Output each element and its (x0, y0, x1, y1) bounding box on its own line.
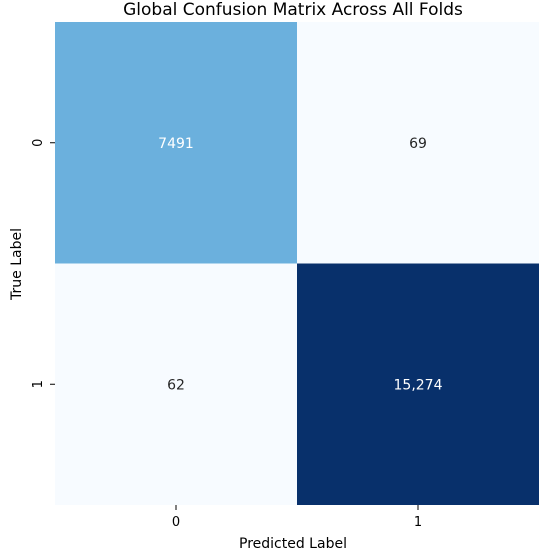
x-tick-label-0: 0 (172, 515, 180, 530)
axes: 0 1 0 1 (31, 139, 422, 530)
cell-value-label-0-1: 69 (409, 136, 427, 152)
cell-value-label-1-0: 62 (167, 377, 185, 393)
cell-value-label-1-1: 15,274 (394, 377, 443, 393)
chart-title: Global Confusion Matrix Across All Folds (123, 0, 463, 20)
y-tick-label-1: 1 (31, 380, 46, 388)
cell-value-label-0-0: 7491 (158, 136, 194, 152)
heatmap-cell-1-1 (297, 263, 539, 505)
heatmap-cells: 7491 69 62 15,274 (55, 22, 539, 505)
heatmap-cell-0-0 (55, 22, 297, 264)
y-axis-label: True Label (9, 228, 25, 301)
x-axis-label: Predicted Label (239, 536, 347, 550)
heatmap-cell-0-1 (297, 22, 539, 264)
heatmap-cell-1-0 (55, 263, 297, 505)
y-tick-label-0: 0 (31, 139, 46, 147)
x-tick-label-1: 1 (414, 515, 422, 530)
